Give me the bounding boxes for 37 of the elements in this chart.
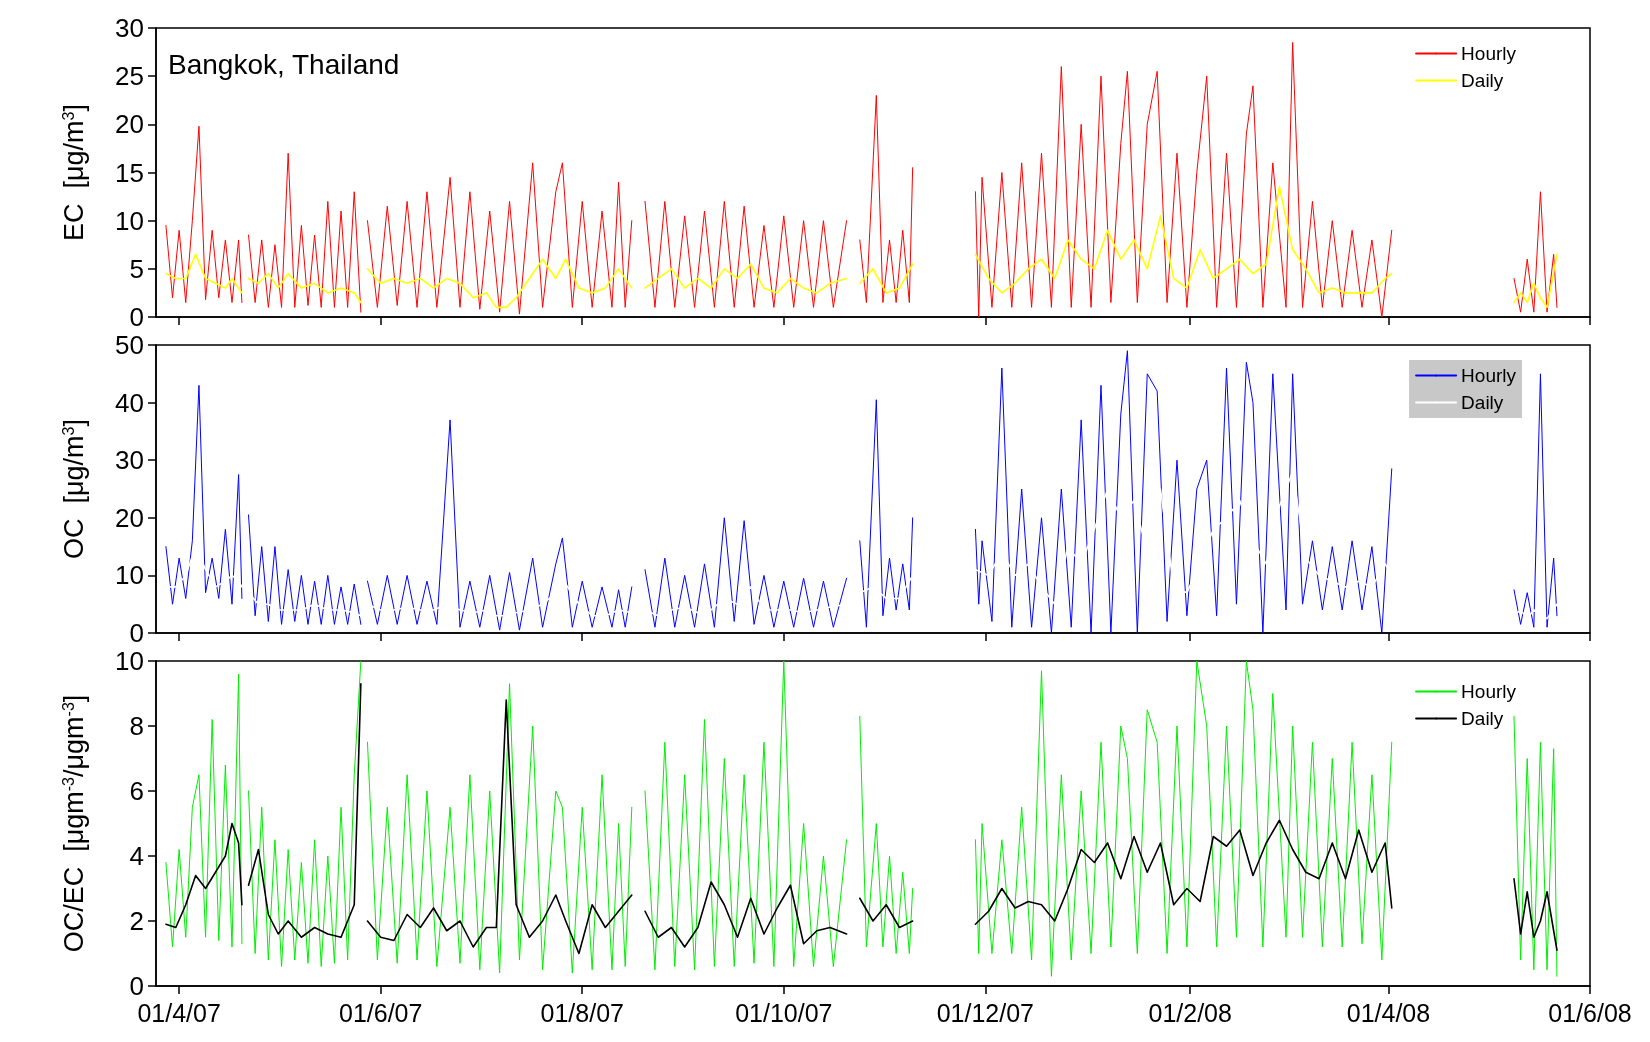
y-tick-label: 30 — [115, 445, 144, 476]
y-tick-label: 4 — [129, 841, 144, 871]
x-tick-label: 01/12/07 — [936, 998, 1035, 1027]
x-tick-label: 01/10/07 — [735, 998, 833, 1027]
legend-label: Hourly — [1461, 365, 1517, 386]
y-tick-label: 30 — [115, 13, 144, 43]
y-tick-label: 20 — [115, 502, 144, 533]
y-tick-label: 0 — [129, 618, 144, 648]
x-tick-label: 01/6/08 — [1548, 998, 1632, 1027]
legend-label: Hourly — [1461, 43, 1517, 64]
legend-label: Daily — [1461, 70, 1504, 91]
y-tick-label: 50 — [115, 330, 144, 360]
y-axis-title: OC [μg/m3] — [59, 419, 89, 559]
x-tick-label: 01/4/07 — [137, 998, 221, 1027]
y-tick-label: 10 — [115, 646, 144, 676]
y-tick-label: 6 — [129, 776, 144, 806]
x-tick-label: 01/4/08 — [1346, 998, 1431, 1027]
y-tick-label: 8 — [129, 711, 144, 741]
legend-label: Daily — [1461, 392, 1504, 413]
y-tick-label: 40 — [115, 387, 144, 418]
y-tick-label: 0 — [129, 971, 144, 1001]
y-axis-title: EC [μg/m3] — [59, 104, 89, 241]
annotation: Bangkok, Thailand — [168, 48, 400, 80]
legend-label: Hourly — [1461, 681, 1517, 702]
y-tick-label: 10 — [115, 560, 144, 591]
y-tick-label: 20 — [115, 109, 144, 140]
y-tick-label: 25 — [115, 61, 144, 92]
y-tick-label: 15 — [115, 157, 144, 188]
x-tick-label: 01/2/08 — [1148, 998, 1232, 1027]
x-tick-label: 01/8/07 — [540, 998, 624, 1027]
y-tick-label: 5 — [129, 253, 144, 284]
y-tick-label: 10 — [115, 205, 144, 236]
x-tick-label: 01/6/07 — [338, 998, 423, 1027]
y-tick-label: 2 — [129, 906, 144, 936]
y-tick-label: 0 — [129, 302, 144, 332]
legend-label: Daily — [1461, 708, 1504, 729]
y-axis-title: OC/EC [μgm-3/μgm-3] — [59, 694, 89, 953]
